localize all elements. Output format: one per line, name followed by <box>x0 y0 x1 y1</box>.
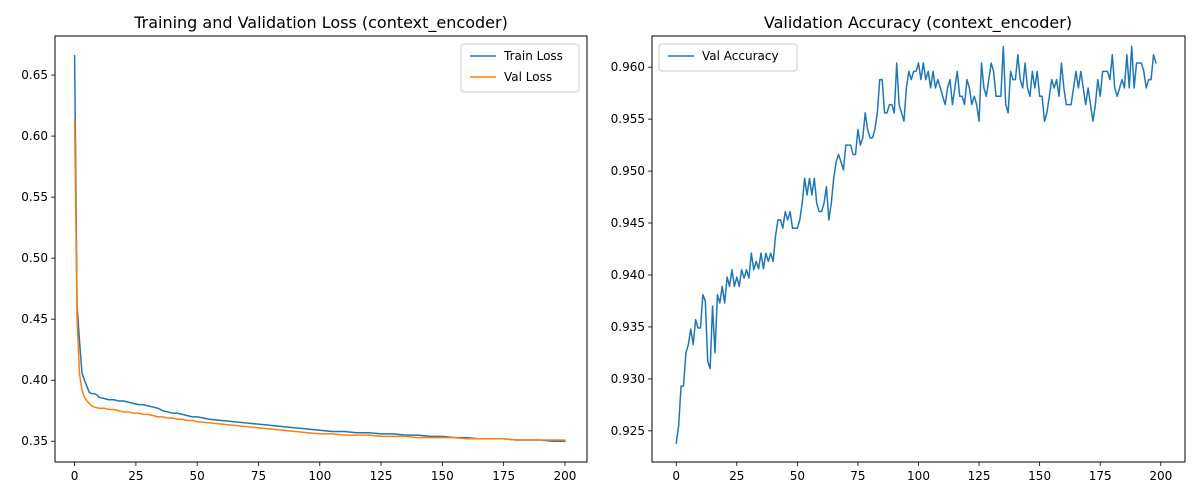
accuracy-x-tick-label: 75 <box>850 469 865 483</box>
loss-x-tick-label: 75 <box>251 469 266 483</box>
accuracy-x-tick-label: 200 <box>1149 469 1172 483</box>
accuracy-y-tick-label: 0.950 <box>611 164 645 178</box>
accuracy-legend: Val Accuracy <box>658 43 798 72</box>
loss-x-axis: 0 25 50 75 100 125 150 175 200 <box>71 462 576 483</box>
loss-x-tick-label: 50 <box>190 469 205 483</box>
loss-subplot: Training and Validation Loss (context_en… <box>21 13 588 483</box>
loss-y-tick-label: 0.45 <box>21 312 48 326</box>
accuracy-y-axis: 0.925 0.930 0.935 0.940 0.945 0.950 0.955 0.960 <box>611 60 652 438</box>
loss-series-train-loss-line <box>73 54 566 442</box>
loss-y-tick-label: 0.60 <box>21 129 48 143</box>
accuracy-x-axis: 0 25 50 75 100 125 150 175 200 <box>672 462 1172 483</box>
accuracy-x-tick-label: 150 <box>1028 469 1051 483</box>
loss-x-tick-label: 200 <box>553 469 576 483</box>
accuracy-y-tick-label: 0.945 <box>611 216 645 230</box>
loss-y-tick-label: 0.65 <box>21 68 48 82</box>
accuracy-y-tick-label: 0.925 <box>611 424 645 438</box>
loss-y-tick-label: 0.40 <box>21 373 48 387</box>
accuracy-x-tick-label: 125 <box>968 469 991 483</box>
loss-y-axis: 0.35 0.40 0.45 0.50 0.55 0.60 0.65 <box>21 68 55 448</box>
loss-legend-label-val-loss: Val Loss <box>504 70 552 84</box>
accuracy-chart-title: Validation Accuracy (context_encoder) <box>764 13 1072 33</box>
loss-legend-label-train-loss: Train Loss <box>503 49 563 63</box>
accuracy-series-val-accuracy-line <box>675 45 1157 445</box>
accuracy-x-tick-label: 100 <box>907 469 930 483</box>
loss-line-series <box>73 54 566 442</box>
accuracy-x-tick-label: 25 <box>729 469 744 483</box>
loss-x-tick-label: 125 <box>370 469 393 483</box>
loss-x-tick-label: 175 <box>492 469 515 483</box>
loss-y-tick-label: 0.55 <box>21 190 48 204</box>
loss-y-tick-label: 0.50 <box>21 251 48 265</box>
accuracy-x-tick-label: 50 <box>790 469 805 483</box>
accuracy-y-tick-label: 0.930 <box>611 372 645 386</box>
loss-x-tick-label: 25 <box>128 469 143 483</box>
loss-x-tick-label: 0 <box>71 469 79 483</box>
accuracy-legend-box <box>658 43 798 72</box>
accuracy-legend-label-val-accuracy: Val Accuracy <box>702 49 779 63</box>
loss-x-tick-label: 100 <box>308 469 331 483</box>
accuracy-y-tick-label: 0.960 <box>611 60 645 74</box>
loss-x-tick-label: 150 <box>431 469 454 483</box>
accuracy-y-tick-label: 0.935 <box>611 320 645 334</box>
loss-y-tick-label: 0.35 <box>21 434 48 448</box>
accuracy-x-tick-label: 0 <box>672 469 680 483</box>
accuracy-y-tick-label: 0.940 <box>611 268 645 282</box>
accuracy-line-series <box>675 45 1157 445</box>
loss-series-val-loss-line <box>73 118 566 441</box>
accuracy-x-tick-label: 175 <box>1089 469 1112 483</box>
loss-chart-title: Training and Validation Loss (context_en… <box>133 13 508 33</box>
accuracy-y-tick-label: 0.955 <box>611 112 645 126</box>
loss-plot-frame <box>54 35 588 463</box>
accuracy-subplot: Validation Accuracy (context_encoder) 0 2… <box>611 13 1186 483</box>
loss-legend: Train Loss Val Loss <box>460 43 580 93</box>
